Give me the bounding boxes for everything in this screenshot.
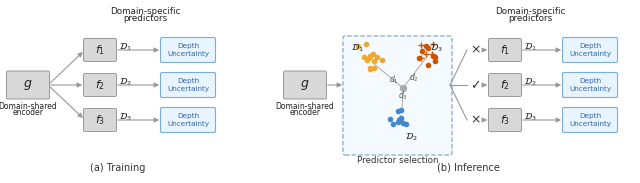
Point (365, 55, 375, 57)
FancyBboxPatch shape (563, 38, 618, 63)
Point (421, 45, 431, 48)
Point (396, 117, 406, 120)
Text: Uncertainty: Uncertainty (167, 51, 209, 57)
Text: predictors: predictors (508, 14, 552, 23)
Point (394, 118, 404, 121)
FancyBboxPatch shape (488, 74, 522, 96)
FancyBboxPatch shape (284, 71, 326, 99)
Text: Depth: Depth (579, 113, 601, 119)
Point (369, 67, 379, 70)
Text: $f_2$: $f_2$ (500, 78, 510, 92)
Text: Domain-specific: Domain-specific (495, 7, 565, 16)
Point (417, 56, 427, 59)
Point (365, 67, 375, 70)
Text: Uncertainty: Uncertainty (569, 51, 611, 57)
Text: Depth: Depth (579, 43, 601, 49)
Point (388, 122, 398, 125)
Text: Domain-shared: Domain-shared (0, 102, 58, 111)
Text: $d_3$: $d_3$ (398, 89, 408, 102)
Point (427, 52, 437, 55)
Point (430, 59, 440, 62)
Text: $g$: $g$ (23, 78, 33, 92)
Text: $f_1$: $f_1$ (500, 43, 510, 57)
Point (413, 57, 424, 60)
Point (365, 67, 375, 70)
FancyBboxPatch shape (343, 36, 452, 155)
Text: $\mathcal{D}_2$: $\mathcal{D}_2$ (524, 76, 537, 88)
Point (396, 108, 406, 111)
Point (401, 122, 411, 125)
Text: $\checkmark$: $\checkmark$ (470, 79, 480, 92)
Point (428, 54, 438, 57)
Text: $\mathcal{D}_3$: $\mathcal{D}_3$ (119, 111, 132, 123)
Point (421, 52, 431, 55)
Text: $d_1$: $d_1$ (389, 73, 399, 85)
Text: Depth: Depth (177, 113, 199, 119)
Point (372, 55, 382, 58)
Point (423, 46, 433, 49)
FancyBboxPatch shape (161, 107, 216, 132)
Text: predictors: predictors (123, 14, 167, 23)
Point (385, 118, 396, 121)
Text: $\times$: $\times$ (470, 113, 481, 126)
FancyBboxPatch shape (83, 38, 116, 61)
Point (423, 64, 433, 67)
Point (416, 44, 426, 47)
Point (430, 55, 440, 58)
Point (377, 58, 387, 61)
Text: Domain-specific: Domain-specific (110, 7, 180, 16)
Text: $\times$: $\times$ (470, 44, 481, 57)
Text: $\mathcal{D}_1$: $\mathcal{D}_1$ (119, 41, 132, 53)
Text: Domain-shared: Domain-shared (276, 102, 334, 111)
Text: Depth: Depth (579, 78, 601, 84)
Point (397, 122, 408, 125)
FancyBboxPatch shape (83, 74, 116, 96)
FancyBboxPatch shape (563, 107, 618, 132)
FancyBboxPatch shape (488, 109, 522, 132)
Text: Uncertainty: Uncertainty (569, 86, 611, 92)
Point (362, 58, 372, 61)
Point (359, 56, 369, 59)
FancyBboxPatch shape (6, 71, 49, 99)
Point (428, 42, 438, 45)
Point (393, 109, 403, 112)
Text: Uncertainty: Uncertainty (167, 86, 209, 92)
Text: (a) Training: (a) Training (90, 163, 146, 173)
Point (364, 57, 374, 60)
Text: $d_2$: $d_2$ (409, 71, 419, 83)
FancyBboxPatch shape (161, 72, 216, 98)
Point (360, 42, 371, 45)
Text: $f_2$: $f_2$ (95, 78, 105, 92)
Point (353, 45, 363, 48)
Text: $\mathcal{D}_3$: $\mathcal{D}_3$ (524, 111, 537, 123)
FancyBboxPatch shape (563, 72, 618, 98)
Text: $\mathcal{D}_3$: $\mathcal{D}_3$ (430, 42, 443, 53)
Text: Depth: Depth (177, 43, 199, 49)
FancyBboxPatch shape (488, 38, 522, 61)
Point (417, 49, 427, 52)
Point (368, 53, 378, 56)
Text: encoder: encoder (13, 108, 44, 117)
Text: Predictor selection: Predictor selection (356, 156, 438, 165)
Point (369, 59, 380, 62)
Text: Uncertainty: Uncertainty (167, 121, 209, 127)
Text: encoder: encoder (289, 108, 321, 117)
Text: $f_3$: $f_3$ (500, 113, 510, 127)
Point (394, 121, 404, 124)
Text: $g$: $g$ (300, 78, 310, 92)
Text: Uncertainty: Uncertainty (569, 121, 611, 127)
Text: $\mathcal{D}_2$: $\mathcal{D}_2$ (405, 132, 418, 143)
Text: $f_1$: $f_1$ (95, 43, 105, 57)
Point (395, 117, 405, 119)
Text: $\mathcal{D}_2$: $\mathcal{D}_2$ (119, 76, 132, 88)
Text: Depth: Depth (177, 78, 199, 84)
Text: $\mathcal{D}_1$: $\mathcal{D}_1$ (524, 41, 537, 53)
Point (398, 87, 408, 89)
FancyBboxPatch shape (83, 109, 116, 132)
Text: $\mathcal{D}_1$: $\mathcal{D}_1$ (351, 42, 364, 53)
FancyBboxPatch shape (161, 38, 216, 63)
Text: (b) Inference: (b) Inference (436, 163, 499, 173)
Text: $f_3$: $f_3$ (95, 113, 105, 127)
Point (394, 118, 404, 121)
